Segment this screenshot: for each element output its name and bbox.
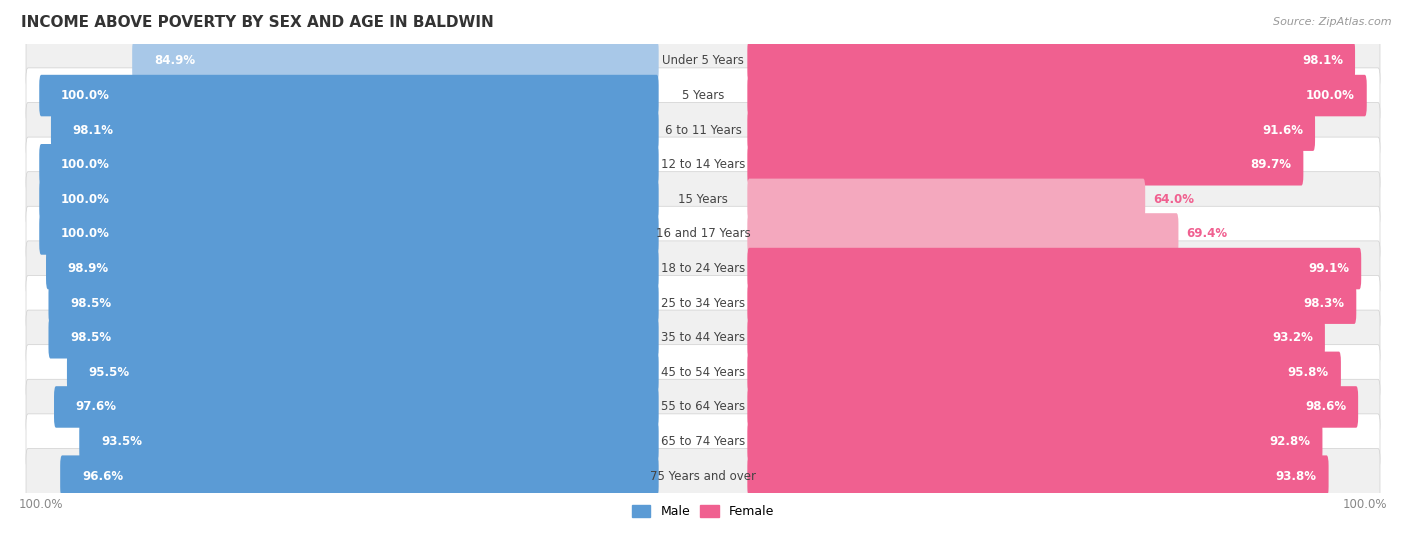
Text: 35 to 44 Years: 35 to 44 Years	[661, 331, 745, 344]
FancyBboxPatch shape	[27, 206, 1379, 262]
Text: 99.1%: 99.1%	[1309, 262, 1350, 275]
Text: 75 Years and over: 75 Years and over	[650, 470, 756, 482]
FancyBboxPatch shape	[67, 352, 658, 393]
FancyBboxPatch shape	[748, 248, 1361, 290]
Text: 98.1%: 98.1%	[73, 124, 114, 136]
FancyBboxPatch shape	[748, 110, 1315, 151]
FancyBboxPatch shape	[748, 421, 1323, 462]
FancyBboxPatch shape	[748, 40, 1355, 82]
FancyBboxPatch shape	[132, 40, 658, 82]
Text: 16 and 17 Years: 16 and 17 Years	[655, 228, 751, 240]
Text: INCOME ABOVE POVERTY BY SEX AND AGE IN BALDWIN: INCOME ABOVE POVERTY BY SEX AND AGE IN B…	[21, 15, 494, 30]
FancyBboxPatch shape	[27, 241, 1379, 296]
Text: 25 to 34 Years: 25 to 34 Years	[661, 297, 745, 310]
Text: 6 to 11 Years: 6 to 11 Years	[665, 124, 741, 136]
FancyBboxPatch shape	[39, 179, 658, 220]
FancyBboxPatch shape	[79, 421, 658, 462]
FancyBboxPatch shape	[748, 75, 1367, 116]
Text: 45 to 54 Years: 45 to 54 Years	[661, 366, 745, 379]
Text: 69.4%: 69.4%	[1187, 228, 1227, 240]
FancyBboxPatch shape	[48, 282, 658, 324]
Text: 95.8%: 95.8%	[1288, 366, 1329, 379]
FancyBboxPatch shape	[748, 352, 1341, 393]
FancyBboxPatch shape	[39, 75, 658, 116]
FancyBboxPatch shape	[748, 179, 1146, 220]
Text: 98.6%: 98.6%	[1305, 400, 1346, 414]
FancyBboxPatch shape	[748, 144, 1303, 186]
FancyBboxPatch shape	[46, 248, 658, 290]
FancyBboxPatch shape	[27, 345, 1379, 400]
Text: 98.5%: 98.5%	[70, 331, 111, 344]
Text: 98.9%: 98.9%	[67, 262, 110, 275]
Text: 95.5%: 95.5%	[89, 366, 129, 379]
Text: 96.6%: 96.6%	[82, 470, 124, 482]
Text: 97.6%: 97.6%	[76, 400, 117, 414]
Text: 98.3%: 98.3%	[1303, 297, 1344, 310]
FancyBboxPatch shape	[60, 456, 658, 497]
FancyBboxPatch shape	[27, 379, 1379, 435]
Legend: Male, Female: Male, Female	[627, 500, 779, 523]
Text: 98.1%: 98.1%	[1302, 54, 1343, 68]
Text: 18 to 24 Years: 18 to 24 Years	[661, 262, 745, 275]
Text: 98.5%: 98.5%	[70, 297, 111, 310]
Text: 92.8%: 92.8%	[1270, 435, 1310, 448]
FancyBboxPatch shape	[27, 310, 1379, 366]
FancyBboxPatch shape	[748, 456, 1329, 497]
Text: 84.9%: 84.9%	[155, 54, 195, 68]
FancyBboxPatch shape	[39, 144, 658, 186]
Text: 12 to 14 Years: 12 to 14 Years	[661, 158, 745, 171]
Text: 91.6%: 91.6%	[1263, 124, 1303, 136]
Text: 100.0%: 100.0%	[60, 89, 110, 102]
Text: 100.0%: 100.0%	[60, 228, 110, 240]
FancyBboxPatch shape	[748, 317, 1324, 358]
Text: 65 to 74 Years: 65 to 74 Years	[661, 435, 745, 448]
Text: Under 5 Years: Under 5 Years	[662, 54, 744, 68]
FancyBboxPatch shape	[48, 317, 658, 358]
Text: 64.0%: 64.0%	[1153, 193, 1194, 206]
Text: 89.7%: 89.7%	[1250, 158, 1292, 171]
FancyBboxPatch shape	[748, 386, 1358, 428]
FancyBboxPatch shape	[748, 282, 1357, 324]
Text: 100.0%: 100.0%	[1306, 89, 1355, 102]
FancyBboxPatch shape	[27, 68, 1379, 123]
Text: Source: ZipAtlas.com: Source: ZipAtlas.com	[1274, 17, 1392, 27]
FancyBboxPatch shape	[53, 386, 658, 428]
FancyBboxPatch shape	[51, 110, 658, 151]
Text: 93.2%: 93.2%	[1272, 331, 1313, 344]
FancyBboxPatch shape	[27, 102, 1379, 158]
FancyBboxPatch shape	[27, 448, 1379, 504]
FancyBboxPatch shape	[39, 213, 658, 255]
Text: 100.0%: 100.0%	[60, 193, 110, 206]
Text: 5 Years: 5 Years	[682, 89, 724, 102]
FancyBboxPatch shape	[27, 34, 1379, 89]
FancyBboxPatch shape	[27, 137, 1379, 192]
Text: 15 Years: 15 Years	[678, 193, 728, 206]
FancyBboxPatch shape	[27, 414, 1379, 469]
FancyBboxPatch shape	[27, 172, 1379, 227]
FancyBboxPatch shape	[27, 276, 1379, 331]
Text: 93.8%: 93.8%	[1275, 470, 1316, 482]
Text: 93.5%: 93.5%	[101, 435, 142, 448]
FancyBboxPatch shape	[748, 213, 1178, 255]
Text: 55 to 64 Years: 55 to 64 Years	[661, 400, 745, 414]
Text: 100.0%: 100.0%	[60, 158, 110, 171]
